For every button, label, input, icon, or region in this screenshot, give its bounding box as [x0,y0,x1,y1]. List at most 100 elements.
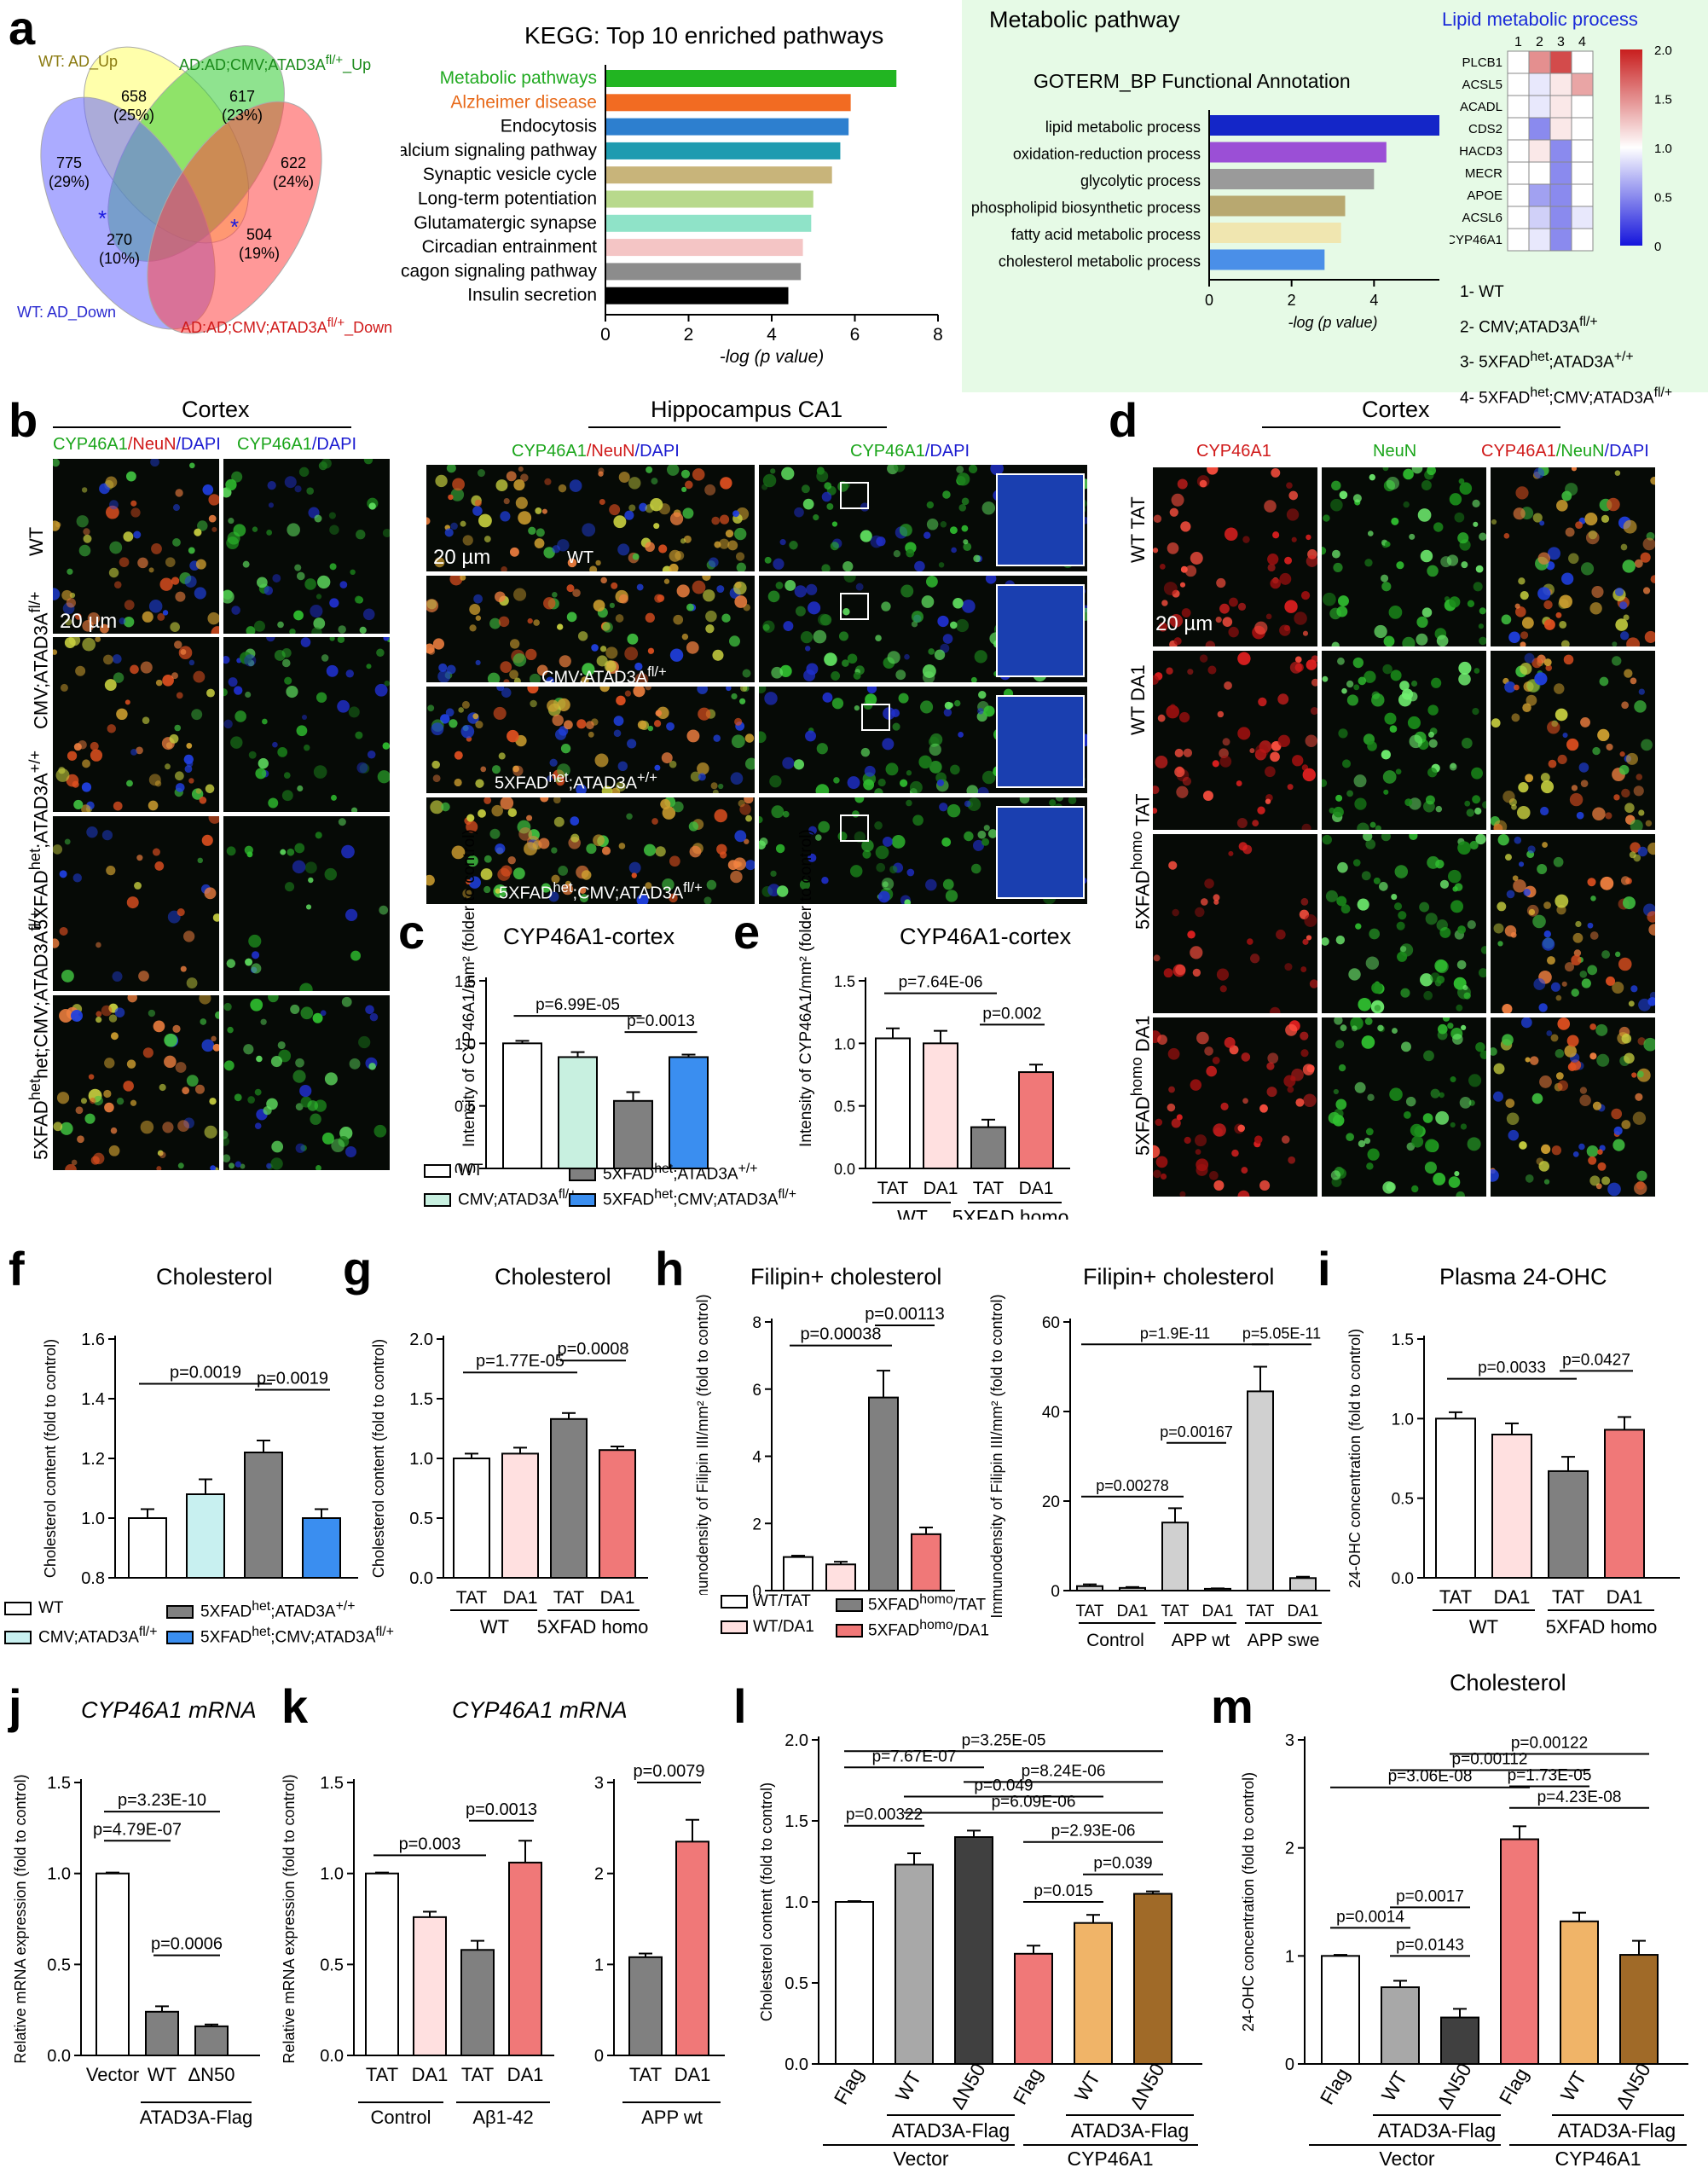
venn-star-2: * [230,214,239,240]
panel-letter-i: i [1317,1242,1331,1296]
b-row-label-cmv: CMV;ATAD3Afl/+ [26,591,52,729]
panel-letter-g: g [343,1242,373,1296]
d-red-2 [1153,834,1317,1013]
b-cortex-merge-1 [53,637,219,812]
l-sub-1: ATAD3A-Flag [1071,2119,1189,2142]
d-red-1-cells [1153,652,1317,830]
bar-m-3 [1500,1838,1539,2066]
bar-k1-1 [413,1916,447,2056]
bar-h1-1 [825,1563,856,1592]
heatmap-cell-ACSL5-1 [1507,72,1530,96]
cat-label-e-2: TAT [973,1179,1005,1198]
panel-letter-m: m [1211,1679,1253,1733]
cat-label-k2-1: DA1 [675,2064,711,2085]
cat-label-h2-2: TAT [1161,1603,1189,1620]
sig-label-h2-3: p=5.05E-11 [1242,1325,1321,1342]
heatmap-cell-CDS2-2 [1528,117,1551,141]
bar-f-3 [302,1517,341,1579]
cat-label-j-1: WT [148,2064,177,2085]
heatmap-gene-CYP46A1: CYP46A1 [1450,233,1502,247]
b-hippo-merge-1-cells [426,576,751,682]
bar-c-2 [613,1099,653,1169]
y-tick-label-k1-0.0: 0.0 [320,2047,344,2066]
bar-goterm-3 [1209,195,1346,217]
bar-label-goterm-4: fatty acid metabolic process [1011,226,1201,243]
bar-g-1 [501,1452,539,1579]
cat-label-m-5: ΔN50 [1611,2060,1654,2113]
heatmap-cell-APOE-2 [1528,183,1551,207]
heatmap-title: Lipid metabolic process [1442,9,1638,30]
b-hippo-label-1: CMV;ATAD3Afl/+ [541,664,667,687]
b-cortex-green-0-cells [223,459,390,634]
y-tick-label-j-0.5: 0.5 [47,1956,71,1974]
bar-l-5 [1133,1893,1172,2065]
sig-label-m-0: p=0.00122 [1511,1734,1588,1752]
b-cortex-green-3-cells [223,995,387,1170]
sig-label-j-1: p=3.23E-10 [118,1791,206,1810]
bar-label-kegg-2: Endocytosis [501,117,597,136]
y-tick-label-e-1.0: 1.0 [834,1035,855,1052]
heatmap-cell-PLCB1-4 [1571,50,1594,74]
bar-e-0 [875,1037,911,1170]
y-tick-label-h2-0: 0 [1051,1583,1060,1601]
venn-count-617: 617 (23%) [222,88,263,124]
bar-k2-0 [628,1956,663,2056]
l-sub-0: ATAD3A-Flag [892,2119,1010,2142]
venn-count-658: 658 (25%) [113,88,155,124]
b-hippo-merge-0 [426,465,755,571]
bar-c-3 [669,1056,709,1169]
kegg-title: KEGG: Top 10 enriched pathways [524,22,884,49]
y-tick-label-e-0.5: 0.5 [834,1098,855,1116]
i-title: Plasma 24-OHC [1439,1264,1607,1290]
heatmap-cell-MECR-3 [1549,161,1572,185]
bar-j-0 [96,1872,130,2056]
sig-label-m-5: p=0.0017 [1396,1887,1464,1905]
y-tick-label-i-0.5: 0.5 [1392,1491,1414,1509]
b-hippo-merge-2-cells [427,687,755,793]
cat-label-l-3: Flag [1009,2064,1047,2108]
d-green-3 [1322,1017,1486,1197]
chart-f: 0.8 1.0 1.2 1.4 1.6 Cholesterol content (fold… [42,1330,358,1586]
b-cortex-green-3 [223,995,390,1170]
y-tick-label-k2-3: 3 [594,1774,604,1793]
bar-m-2 [1440,2016,1479,2065]
bar-label-kegg-8: Glucagon signaling pathway [401,261,597,281]
heatmap-cell-PLCB1-3 [1549,50,1572,74]
k1-group-1: Aβ1-42 [472,2107,533,2128]
bar-i-1 [1491,1434,1532,1579]
d-green-0-cells [1322,467,1486,646]
panel-letter-b: b [9,393,38,447]
b-hippo-label-2: 5XFADhet;ATAD3A+/+ [495,769,657,793]
b-cortex-merge-3 [53,995,219,1170]
sig-label-g-0: p=1.77E-05 [476,1352,565,1371]
y-tick-label-k1-0.5: 0.5 [320,1956,344,1974]
sig-label-c-0: p=6.99E-05 [536,996,620,1014]
heatmap-cell-MECR-4 [1571,161,1594,185]
b-hippo-merge-2 [426,687,755,793]
l-group-1: CYP46A1 [1067,2148,1153,2168]
venn-count-504: 504 (19%) [239,226,281,262]
heatmap-cell-MECR-1 [1507,161,1530,185]
g-title: Cholesterol [495,1264,611,1290]
y-tick-label-l-1.5: 1.5 [785,1812,808,1831]
g-group-1: 5XFAD homo [537,1616,649,1638]
d-title: Cortex [1362,397,1430,422]
bar-i-2 [1548,1469,1589,1579]
h-legend: WT/TAT WT/DA1 5XFADhomo/TAT 5XFADhomo/DA… [721,1592,1002,1643]
y-tick-label-g-0.5: 0.5 [409,1510,433,1528]
heatmap-cell-ACSL6-3 [1549,206,1572,229]
y-tick-label-c-0.0: 0.0 [455,1161,476,1173]
y-tick-label-h2-60: 60 [1042,1314,1060,1332]
b-hippo-roi-1 [840,593,869,620]
sig-label-f-1: p=0.0019 [257,1370,328,1388]
heatmap-gene-APOE: APOE [1467,188,1502,203]
y-tick-label-h2-20: 20 [1042,1493,1060,1511]
sig-label-k2-0: p=0.0079 [634,1762,705,1781]
y-tick-label-k1-1.0: 1.0 [320,1865,344,1884]
bar-i-3 [1604,1429,1645,1579]
b-cortex-merge-3-cells [53,995,219,1170]
sig-label-l-5: p=6.09E-06 [992,1794,1076,1811]
d-col1: CYP46A1 [1196,442,1271,461]
m-sub-0: ATAD3A-Flag [1378,2119,1496,2142]
sig-label-h1-1: p=0.00113 [865,1305,945,1324]
